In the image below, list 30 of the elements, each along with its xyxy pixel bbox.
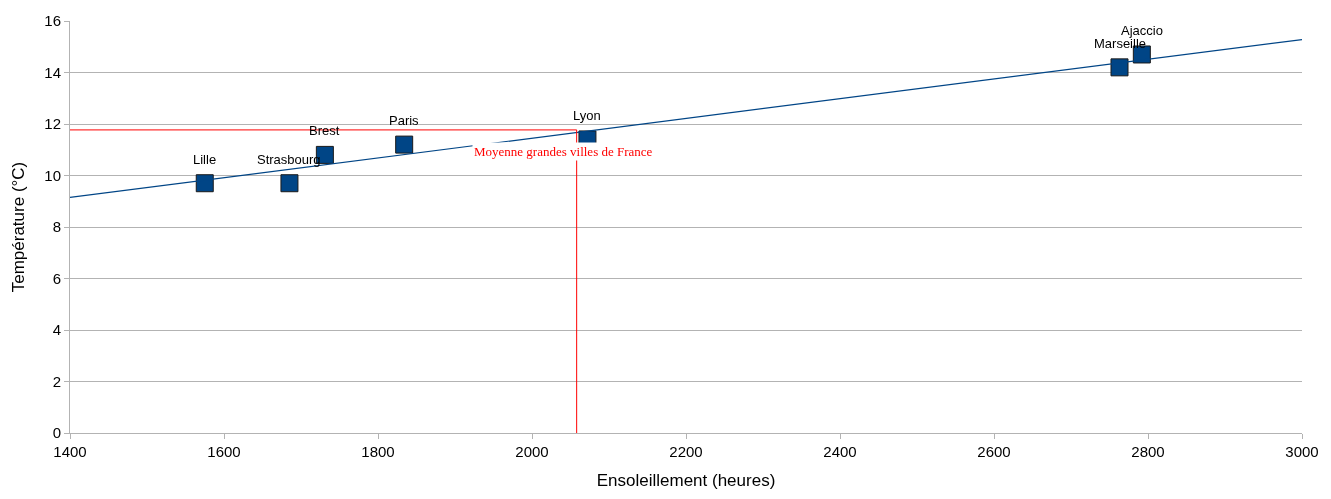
y-tick-label: 12	[44, 115, 61, 133]
annotation: Ajaccio	[1121, 23, 1163, 38]
y-tick-label: 4	[52, 321, 61, 339]
annotation: Lyon	[573, 108, 601, 123]
x-tick-label: 2400	[823, 443, 857, 460]
x-tick-label: 2800	[1131, 443, 1165, 460]
y-tick-label: 2	[52, 372, 61, 390]
y-tick-label: 8	[52, 218, 61, 236]
point	[280, 174, 299, 193]
x-axis-title: Ensoleillement (heures)	[596, 471, 776, 491]
x-tick-label: 1800	[361, 443, 395, 460]
y-axis-title: Température (°C)	[8, 161, 28, 293]
annotation: Paris	[389, 113, 420, 128]
y-tick-label: 0	[52, 424, 61, 442]
x-tick-label: 2000	[515, 443, 549, 460]
y-tick-label: 16	[44, 12, 61, 30]
ref-line-label: Moyenne grandes villes de France	[474, 144, 653, 159]
y-tick-label: 6	[52, 269, 61, 287]
y-tick-label: 14	[44, 63, 61, 81]
x-tick-label: 2200	[669, 443, 703, 460]
annotation: Marseille	[1094, 36, 1147, 51]
x-tick-label: 1600	[207, 443, 241, 460]
x-tick-label: 3000	[1285, 443, 1319, 460]
point	[195, 174, 214, 193]
y-tick-label: 10	[44, 166, 61, 184]
x-tick-label: 1400	[53, 443, 87, 460]
point	[1110, 58, 1129, 77]
point	[395, 135, 414, 154]
x-tick-label: 2600	[977, 443, 1011, 460]
annotation: Lille	[193, 152, 217, 167]
